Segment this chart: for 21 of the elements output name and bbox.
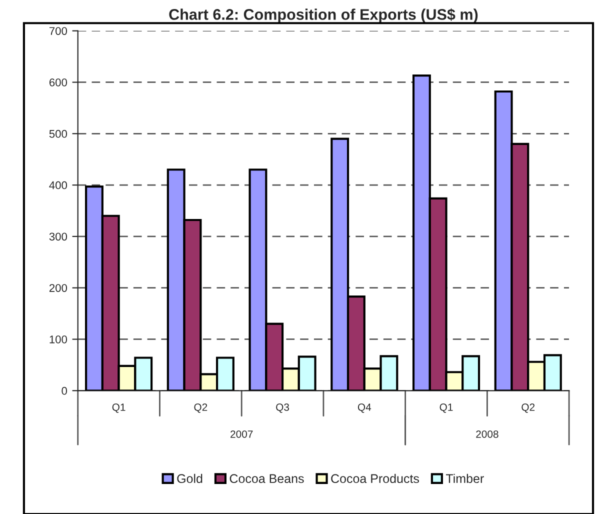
x-tick-label: Q2 [522, 404, 535, 413]
legend-label: Timber [446, 474, 484, 484]
chart-title: Chart 6.2: Composition of Exports (US$ m) [169, 8, 478, 23]
y-tick-label: 200 [49, 284, 68, 292]
y-tick-label: 100 [50, 336, 68, 344]
x-tick-label: Q3 [276, 404, 290, 413]
x-tick-label: Q2 [194, 404, 208, 413]
legend-label: Cocoa Products [331, 474, 419, 484]
y-tick-label: 300 [49, 232, 68, 241]
x-tick-label: Q4 [358, 404, 372, 413]
text: 2008 [476, 430, 498, 438]
legend-label: Gold [177, 474, 202, 484]
x-tick-label: Q1 [112, 404, 126, 413]
y-tick-label: 600 [49, 78, 68, 86]
y-tick-label: 400 [49, 181, 68, 190]
legend-label: Cocoa Beans [230, 474, 304, 484]
y-tick-label: 500 [49, 130, 68, 138]
y-tick-label: 0 [62, 386, 68, 395]
x-tick-label: Q1 [440, 404, 453, 413]
y-tick-label: 700 [49, 27, 68, 35]
text: 2007 [230, 430, 253, 438]
